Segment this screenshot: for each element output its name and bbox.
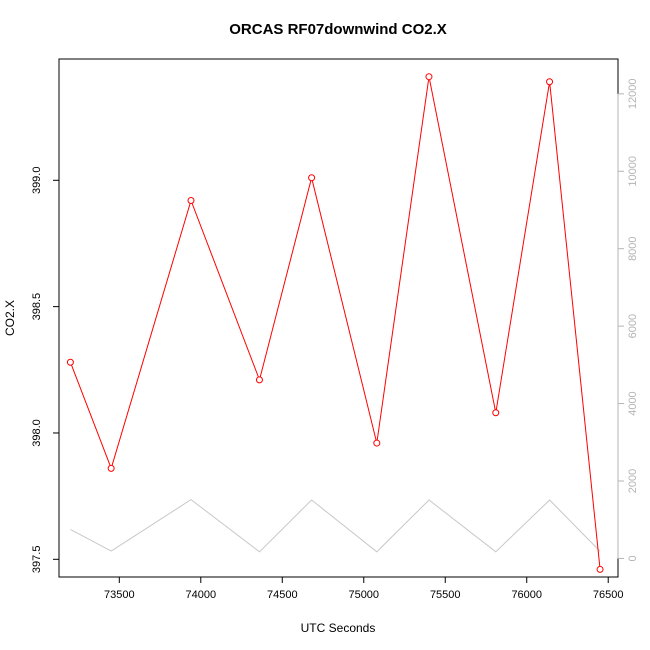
data-point [373, 439, 381, 447]
data-point [255, 376, 263, 384]
red-series-line [69, 76, 601, 570]
x-tick-label: 74000 [185, 589, 216, 601]
y-tick-label: 398.5 [31, 293, 43, 321]
y-axis: 397.5 398.0 398.5 399.0 [31, 167, 60, 574]
x-tick-label: 73500 [104, 589, 135, 601]
x-axis: 73500 74000 74500 75000 75500 76000 76500 [104, 576, 624, 601]
data-point [425, 73, 433, 81]
plot-frame [58, 58, 619, 578]
y2-tick-label: 8000 [627, 236, 639, 260]
red-series [66, 73, 604, 573]
x-tick-label: 76500 [593, 589, 624, 601]
y2-tick-label: 10000 [627, 156, 639, 187]
y2-axis: 0 2000 4000 6000 8000 10000 12000 [617, 79, 639, 561]
y-axis-label: CO2.X [3, 300, 17, 336]
x-tick-label: 76000 [511, 589, 542, 601]
data-point [546, 78, 554, 86]
chart-title: ORCAS RF07downwind CO2.X [229, 21, 447, 38]
grey-series [70, 498, 601, 553]
y-tick-label: 399.0 [31, 167, 43, 195]
data-point [596, 565, 604, 573]
data-point [187, 197, 195, 205]
data-point [492, 409, 500, 417]
y2-tick-label: 2000 [627, 469, 639, 493]
y-tick-label: 397.5 [31, 546, 43, 574]
data-point [107, 464, 115, 472]
x-tick-label: 75000 [348, 589, 379, 601]
y2-tick-label: 6000 [627, 314, 639, 338]
y2-tick-label: 4000 [627, 391, 639, 415]
data-point [66, 358, 74, 366]
grey-series-line [70, 498, 601, 553]
y2-tick-label: 12000 [627, 79, 639, 110]
y2-tick-label: 0 [627, 555, 639, 561]
x-tick-label: 75500 [430, 589, 461, 601]
data-point [308, 174, 316, 182]
y-tick-label: 398.0 [31, 419, 43, 447]
x-axis-label: UTC Seconds [301, 621, 376, 635]
x-tick-label: 74500 [267, 589, 298, 601]
